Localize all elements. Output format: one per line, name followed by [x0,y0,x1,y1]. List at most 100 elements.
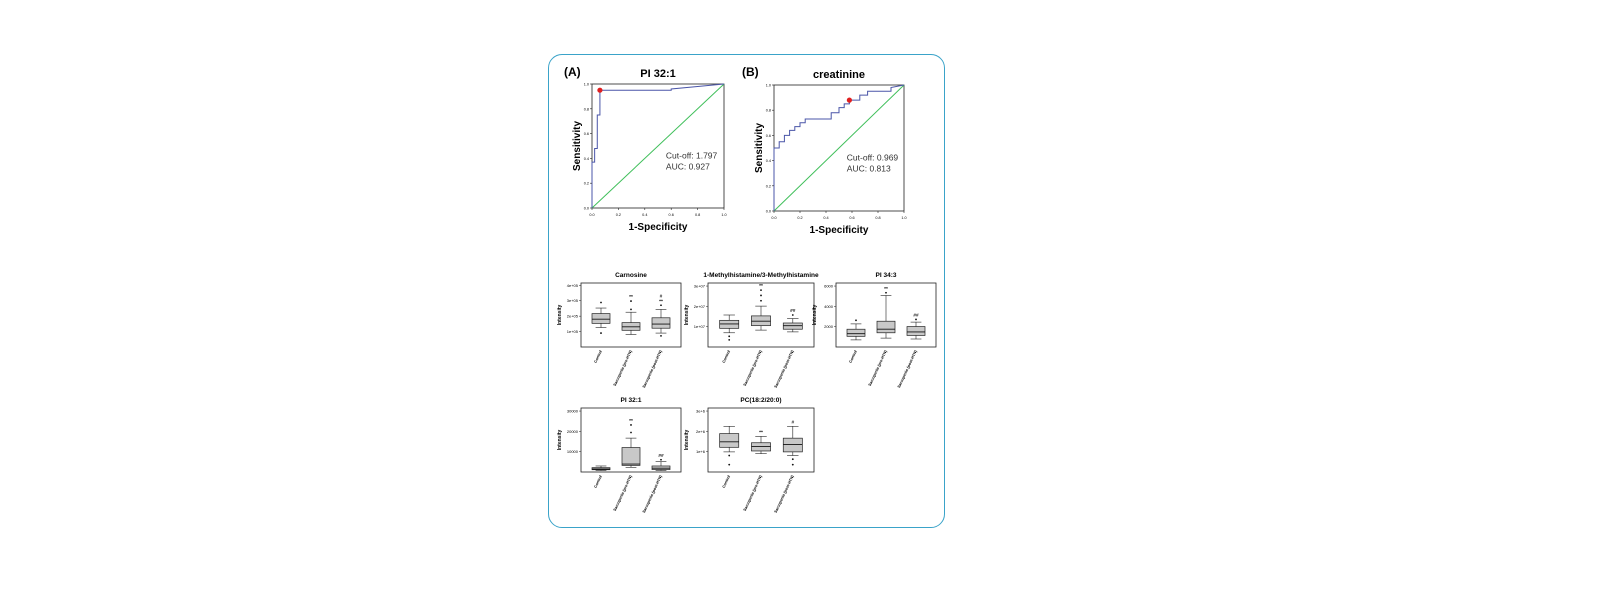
annotation-line: AUC: 0.927 [666,161,710,171]
y-tick-label: 0.6 [766,134,771,138]
box-group: ## [782,308,803,333]
box-group: ## [651,453,671,471]
x-category-label: Sarcopenia (pre-HTN) [613,474,633,512]
significance-mark: ## [913,312,919,318]
chart-title: PI 32:1 [640,68,675,80]
boxplot-chart: 1-Methylhistamine/3-Methylhistamine 1e+07… [684,272,819,389]
outlier-point [855,319,857,322]
y-tick-label: 0.2 [584,182,589,186]
y-axis-label: Intensity [812,305,818,326]
y-tick-label: 1.0 [584,83,589,87]
plot-area [580,407,682,473]
outlier-point [791,314,794,316]
x-tick-label: 0.2 [797,216,802,220]
outlier-point [728,338,731,341]
y-tick-label: 2e+05 [567,314,579,319]
box-group: ** [751,429,771,455]
box-group: #** [651,293,671,337]
x-category-label: Sarcopenia (pre-HTN) [868,349,888,387]
box [719,433,740,448]
roc-chart-a: (A) PI 32:1 0.0 0.2 0.4 0.6 0.8 1.0 0.0 0.2 0.4 0.6… [564,65,727,233]
x-category-label: Sarcopenia (post-HTN) [774,349,795,389]
y-tick-label: 0.0 [584,207,589,211]
y-tick-label: 0.0 [766,210,771,214]
outlier-point [630,431,632,434]
y-tick-label: 1.0 [766,84,771,88]
boxplot-chart: Carnosine 1e+05 2e+05 3e+05 4e+05 Intensity Co… [557,272,682,389]
reference-diagonal [591,83,725,209]
significance-mark: ** [759,429,763,435]
box [651,465,671,470]
y-tick-label: 3e+6 [696,409,706,414]
box [621,447,641,466]
significance-mark: # [660,293,663,299]
outlier-point [728,335,731,338]
outlier-point [600,301,602,304]
x-category-label: Control [594,350,603,364]
y-tick-label: 1e+07 [694,324,706,329]
chart-title: PC(18:2/20:0) [740,397,781,404]
y-tick-label: 0.6 [584,132,589,136]
box-group: # [782,419,803,466]
x-category-label: Sarcopenia (post-HTN) [642,474,663,514]
x-category-label: Control [722,350,731,364]
y-tick-label: 30000 [567,409,579,414]
outlier-point [791,458,794,461]
x-tick-label: 1.0 [721,213,726,217]
y-tick-label: 1e+6 [696,449,706,454]
y-axis-label: Sensitivity [754,123,765,173]
outlier-point [728,463,731,466]
box-group [846,319,866,341]
y-tick-label: 0.8 [584,107,589,111]
x-axis-label: 1-Specificity [810,225,869,236]
x-tick-label: 0.0 [589,213,594,217]
x-category-label: Control [722,475,731,489]
significance-mark: ## [658,453,664,459]
y-axis-label: Sensitivity [572,121,583,171]
chart-title: 1-Methylhistamine/3-Methylhistamine [703,272,819,279]
chart-title: Carnosine [615,272,647,279]
significance-mark: # [791,419,794,425]
outlier-point [791,463,794,466]
box-group: ** [751,283,771,331]
significance-mark: ** [884,286,888,292]
significance-mark: ** [759,283,763,289]
roc-curve [591,83,725,208]
y-tick-label: 6000 [824,284,834,289]
plot-area [591,83,725,209]
y-tick-label: 4000 [824,304,834,309]
box-group [719,425,740,466]
y-axis-label: Intensity [557,430,563,451]
x-category-label: Control [594,475,603,489]
chart-title: creatinine [813,69,865,81]
box-group: ** [876,286,896,339]
figure-frame [548,54,945,528]
box-group [591,301,611,334]
outlier-point [760,294,762,297]
cutoff-point [597,87,603,93]
significance-mark: ** [629,418,633,424]
y-tick-label: 0.4 [766,159,771,163]
plot-area [707,282,815,348]
significance-mark: ** [659,298,663,304]
annotation-line: Cut-off: 0.969 [847,153,899,163]
outlier-point [660,334,662,337]
plot-area [835,282,937,348]
x-tick-label: 0.8 [875,216,880,220]
x-category-label: Sarcopenia (post-HTN) [642,349,663,389]
box [906,326,926,336]
plot-area [580,282,682,348]
panel-label: (A) [564,65,581,79]
annotation-line: AUC: 0.813 [847,164,891,174]
cutoff-point [846,97,853,103]
y-tick-label: 3e+07 [694,284,706,289]
y-tick-label: 0.4 [584,157,589,161]
x-tick-label: 0.8 [695,213,700,217]
x-tick-label: 0.4 [823,216,828,220]
boxplot-chart: PC(18:2/20:0) 1e+6 2e+6 3e+6 Intensity Contro… [684,397,815,514]
x-tick-label: 0.6 [669,213,674,217]
plot-area [707,407,815,473]
y-tick-label: 2e+6 [696,429,706,434]
y-tick-label: 4e+05 [567,283,579,288]
chart-title: PI 34:3 [876,272,897,279]
